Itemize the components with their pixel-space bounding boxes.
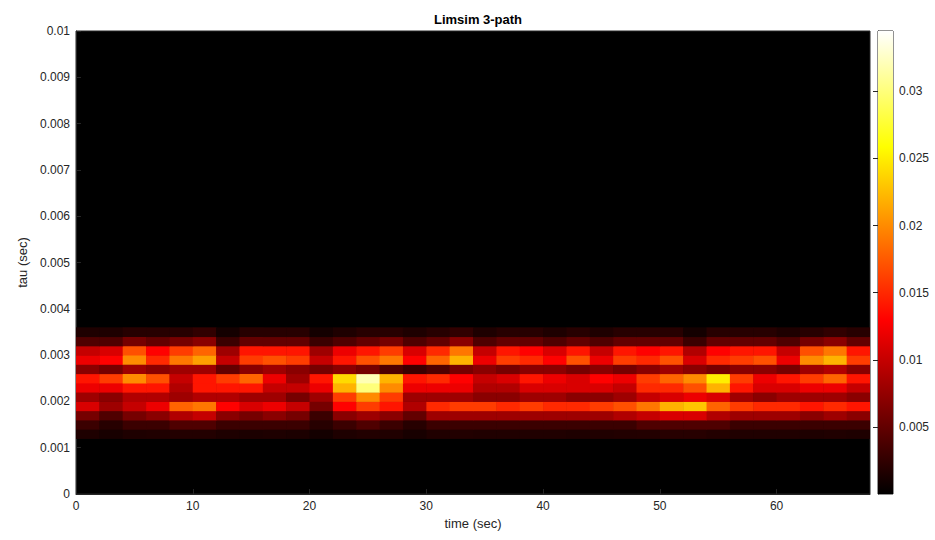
svg-text:0.008: 0.008 — [40, 117, 70, 131]
svg-text:0: 0 — [63, 487, 70, 501]
svg-text:40: 40 — [536, 499, 550, 513]
svg-text:60: 60 — [770, 499, 784, 513]
svg-text:0.005: 0.005 — [40, 256, 70, 270]
svg-text:0: 0 — [73, 499, 80, 513]
svg-text:0.025: 0.025 — [899, 151, 929, 165]
svg-text:0.01: 0.01 — [47, 24, 71, 38]
svg-text:0.009: 0.009 — [40, 70, 70, 84]
svg-text:Limsim 3-path: Limsim 3-path — [434, 12, 522, 27]
svg-text:tau (sec): tau (sec) — [15, 237, 30, 288]
svg-text:0.005: 0.005 — [899, 420, 929, 434]
svg-text:time (sec): time (sec) — [444, 516, 501, 531]
svg-text:0.003: 0.003 — [40, 348, 70, 362]
svg-text:50: 50 — [653, 499, 667, 513]
svg-text:0.004: 0.004 — [40, 302, 70, 316]
svg-text:30: 30 — [420, 499, 434, 513]
svg-text:0.01: 0.01 — [899, 353, 923, 367]
svg-text:0.002: 0.002 — [40, 394, 70, 408]
svg-text:0.03: 0.03 — [899, 84, 923, 98]
svg-text:20: 20 — [303, 499, 317, 513]
svg-text:0.007: 0.007 — [40, 163, 70, 177]
svg-text:0.001: 0.001 — [40, 441, 70, 455]
svg-text:10: 10 — [186, 499, 200, 513]
svg-text:0.015: 0.015 — [899, 286, 929, 300]
svg-text:0.02: 0.02 — [899, 219, 923, 233]
svg-text:0.006: 0.006 — [40, 209, 70, 223]
